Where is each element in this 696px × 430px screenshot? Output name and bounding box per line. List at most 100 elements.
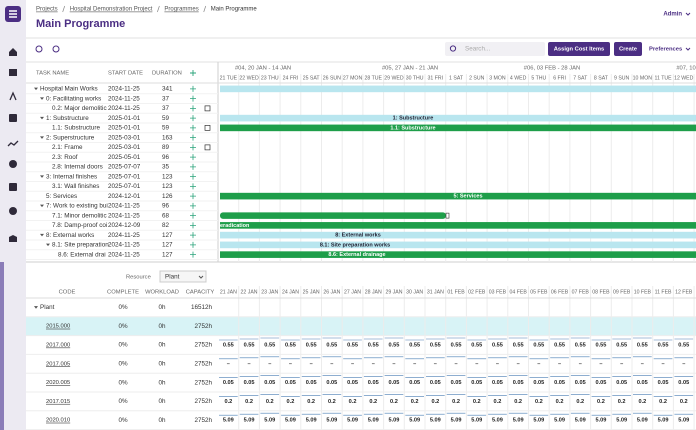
expand-caret[interactable] bbox=[40, 97, 44, 100]
nav-chart[interactable] bbox=[7, 140, 19, 147]
resource-value: 0.05 bbox=[575, 380, 586, 386]
resource-code[interactable]: 2015.000 bbox=[46, 324, 70, 330]
add-subtask[interactable] bbox=[190, 241, 196, 248]
nav-report[interactable] bbox=[9, 183, 17, 191]
assign-button[interactable] bbox=[548, 42, 610, 56]
resource-value: 0.2 bbox=[452, 399, 460, 405]
resource-date: 28 JAN bbox=[365, 289, 382, 295]
day-label: 26 SUN bbox=[323, 75, 341, 81]
resource-code[interactable]: 2017.000 bbox=[46, 343, 70, 349]
nav-home[interactable] bbox=[9, 48, 17, 56]
task-bar[interactable] bbox=[220, 231, 696, 239]
resource-date: 23 JAN bbox=[261, 289, 278, 295]
resource-date: 09 FEB bbox=[613, 289, 631, 295]
resource-code[interactable]: 2020.005 bbox=[46, 380, 70, 386]
add-subtask[interactable] bbox=[190, 124, 196, 131]
column-header: START DATE bbox=[108, 71, 143, 77]
add-subtask[interactable] bbox=[190, 85, 196, 92]
resource-code[interactable]: 2017.015 bbox=[46, 399, 70, 405]
add-subtask[interactable] bbox=[190, 154, 196, 161]
add-subtask[interactable] bbox=[190, 134, 196, 141]
add-subtask[interactable] bbox=[190, 222, 196, 229]
search-box[interactable] bbox=[445, 42, 545, 56]
nav-lambda[interactable] bbox=[9, 91, 17, 101]
expand-caret[interactable] bbox=[40, 233, 44, 237]
task-bar[interactable] bbox=[220, 192, 696, 200]
resource-capacity: 2752h bbox=[194, 379, 212, 386]
resource-value: 0.05 bbox=[554, 380, 565, 386]
task-bar[interactable] bbox=[220, 114, 696, 122]
add-subtask[interactable] bbox=[190, 232, 196, 239]
add-subtask[interactable] bbox=[190, 251, 196, 258]
add-subtask[interactable] bbox=[190, 144, 196, 151]
task-duration: 37 bbox=[162, 105, 170, 112]
add-subtask[interactable] bbox=[190, 105, 196, 112]
expand-caret[interactable] bbox=[40, 136, 44, 139]
resource-complete: 0% bbox=[118, 304, 128, 311]
add-subtask[interactable] bbox=[190, 212, 196, 219]
breadcrumb-item[interactable]: Projects bbox=[36, 7, 58, 13]
zoom-in[interactable] bbox=[35, 45, 43, 53]
resource-value: 0.55 bbox=[264, 342, 275, 348]
task-name: 8.1: Site preparation bbox=[52, 242, 109, 249]
preferences[interactable]: Preferences bbox=[649, 47, 682, 53]
resource-date: 04 FEB bbox=[509, 289, 527, 295]
add-subtask[interactable] bbox=[190, 115, 196, 122]
add-task[interactable] bbox=[190, 70, 196, 76]
resource-value: 0.55 bbox=[616, 342, 627, 348]
expand-caret[interactable] bbox=[40, 204, 44, 208]
task-bar[interactable] bbox=[220, 241, 696, 249]
zoom-out[interactable] bbox=[52, 45, 60, 53]
expand-caret[interactable] bbox=[34, 306, 38, 309]
add-subtask[interactable] bbox=[190, 163, 196, 170]
bar-label: 1.1: Substructure bbox=[390, 125, 435, 131]
task-bar[interactable] bbox=[220, 85, 696, 93]
resource-workload: 0h bbox=[158, 304, 166, 311]
day-label: 30 THU bbox=[406, 75, 424, 81]
task-duration: 127 bbox=[162, 232, 173, 239]
edit-icon[interactable] bbox=[204, 105, 211, 112]
expand-caret[interactable] bbox=[40, 175, 44, 178]
nav-settings-a[interactable] bbox=[9, 160, 17, 168]
nav-box[interactable] bbox=[9, 235, 17, 242]
resource-date: 25 JAN bbox=[303, 289, 320, 295]
task-bar[interactable] bbox=[220, 251, 696, 258]
add-subtask[interactable] bbox=[190, 95, 196, 102]
expand-caret[interactable] bbox=[34, 87, 38, 91]
nav-bag[interactable] bbox=[9, 114, 17, 122]
resource-value: – bbox=[517, 361, 520, 367]
resource-value: 0.05 bbox=[513, 380, 524, 386]
create-button[interactable] bbox=[614, 42, 642, 56]
day-label: 25 SAT bbox=[303, 75, 321, 81]
edit-icon[interactable] bbox=[204, 144, 211, 151]
task-start: 2024-12-09 bbox=[108, 222, 141, 229]
task-duration: 59 bbox=[162, 125, 170, 132]
resource-value: 0.05 bbox=[637, 380, 648, 386]
resource-code[interactable]: 2017.005 bbox=[46, 361, 70, 367]
add-subtask[interactable] bbox=[190, 193, 196, 200]
resource-code: Plant bbox=[40, 304, 55, 311]
breadcrumb-item[interactable]: Programmes bbox=[164, 7, 198, 13]
day-label: 23 THU bbox=[261, 75, 279, 81]
user-menu[interactable]: Admin bbox=[663, 12, 682, 18]
task-duration: 96 bbox=[162, 203, 170, 210]
resource-date: 07 FEB bbox=[572, 289, 590, 295]
task-bar[interactable] bbox=[220, 212, 446, 219]
day-label: 28 TUE bbox=[365, 75, 383, 81]
day-label: 9 SUN bbox=[614, 75, 630, 81]
resource-complete: 0% bbox=[118, 379, 128, 386]
task-bar[interactable] bbox=[220, 222, 696, 229]
resource-select[interactable] bbox=[159, 270, 207, 283]
nav-grid[interactable] bbox=[9, 69, 17, 76]
breadcrumb-item[interactable]: Hospital Demonstration Project bbox=[70, 7, 153, 13]
expand-caret[interactable] bbox=[40, 116, 44, 120]
nav-settings-b[interactable] bbox=[9, 207, 17, 215]
task-bar[interactable] bbox=[220, 124, 696, 132]
edit-icon[interactable] bbox=[204, 125, 211, 131]
add-subtask[interactable] bbox=[190, 173, 196, 180]
resource-code[interactable]: 2020.010 bbox=[46, 418, 70, 424]
add-subtask[interactable] bbox=[190, 183, 196, 190]
add-subtask[interactable] bbox=[190, 202, 196, 209]
bar-handle[interactable] bbox=[445, 212, 450, 219]
expand-caret[interactable] bbox=[46, 243, 50, 247]
